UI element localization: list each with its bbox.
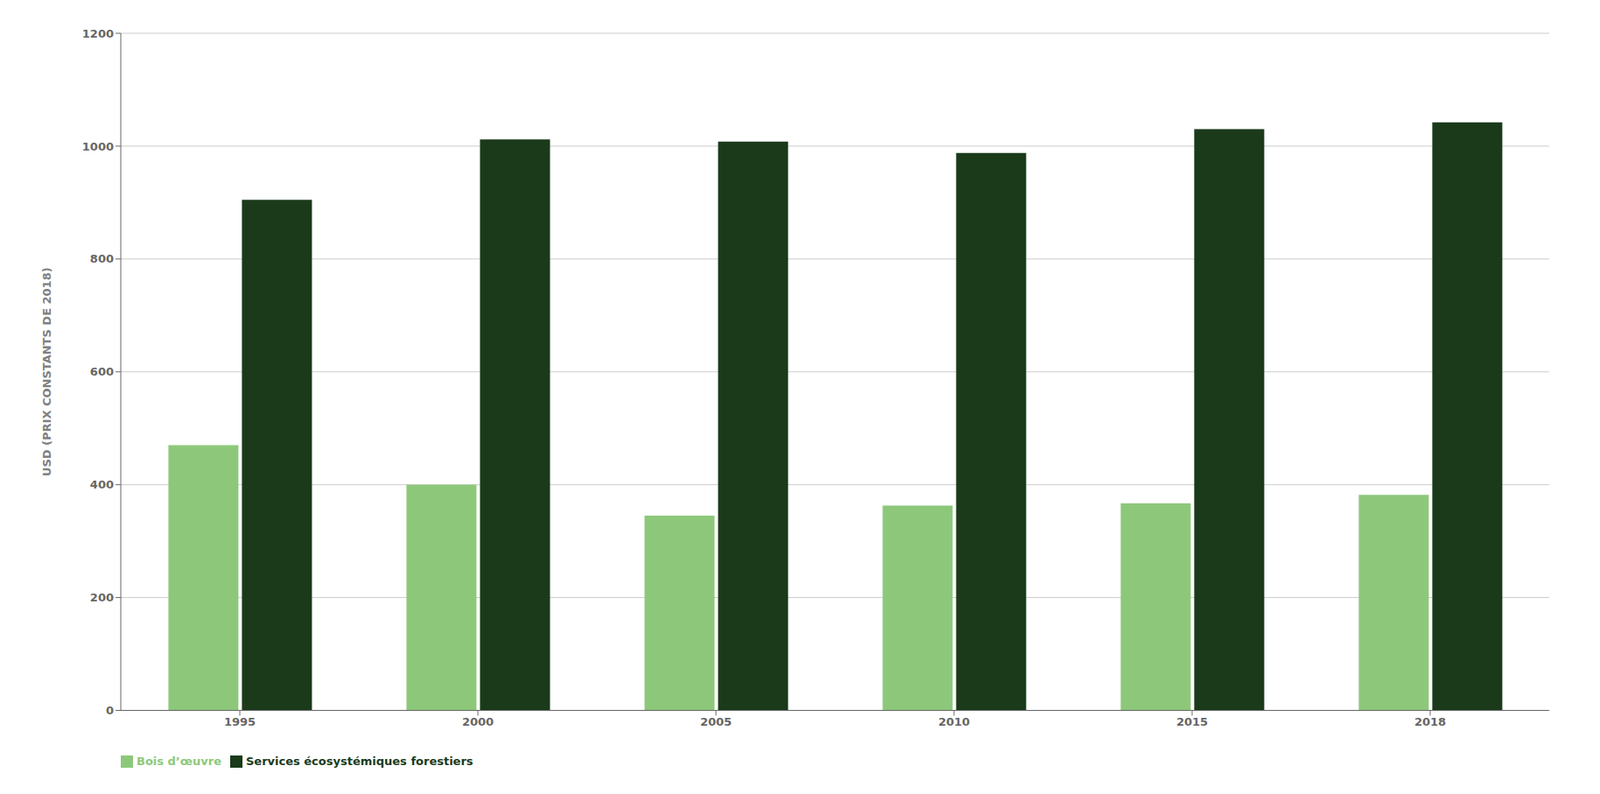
svg-text:200: 200 [90, 590, 114, 604]
svg-text:2000: 2000 [462, 715, 494, 729]
svg-text:800: 800 [90, 252, 114, 266]
svg-text:2015: 2015 [1176, 715, 1208, 729]
svg-text:1000: 1000 [82, 140, 114, 154]
svg-text:2010: 2010 [938, 715, 970, 729]
svg-text:1995: 1995 [224, 715, 256, 729]
svg-text:1200: 1200 [82, 27, 114, 41]
svg-text:400: 400 [90, 477, 114, 492]
svg-text:2018: 2018 [1414, 715, 1446, 729]
svg-text:2005: 2005 [700, 715, 732, 729]
html-text:Bois d’œuvre: Bois d’œuvre [136, 754, 222, 768]
svg-text:USD (PRIX CONSTANTS DE 2018): USD (PRIX CONSTANTS DE 2018) [40, 266, 54, 477]
svg-text:0: 0 [105, 703, 114, 717]
html-text:Services écosystémiques forest: Services écosystémiques forestiers [245, 754, 474, 768]
svg-text:600: 600 [90, 364, 114, 379]
